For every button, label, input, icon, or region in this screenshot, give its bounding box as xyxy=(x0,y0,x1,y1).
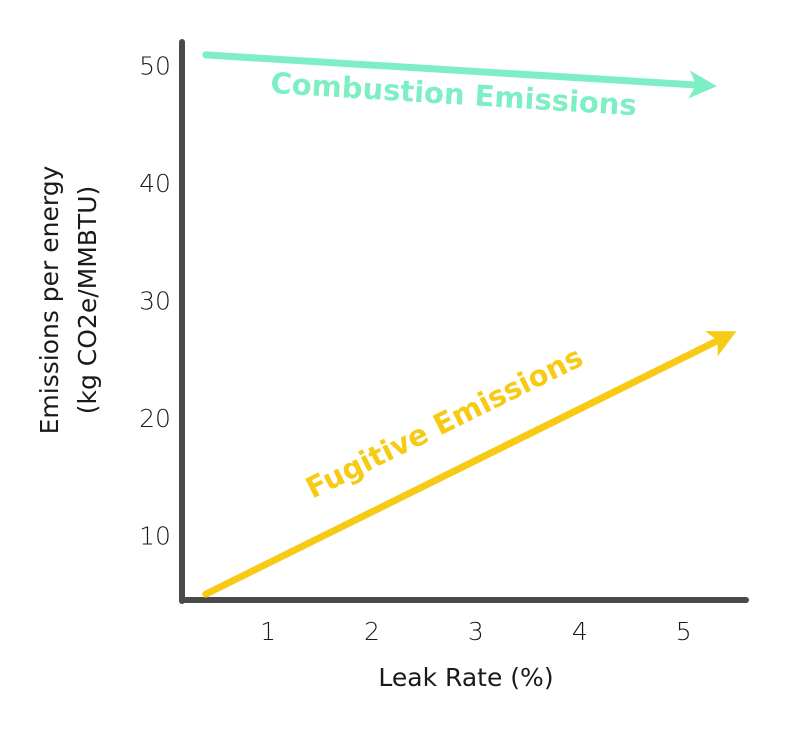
y-axis-title-line-1: Emissions per energy xyxy=(35,165,64,434)
x-tick-label: 5 xyxy=(676,617,692,646)
x-tick-label: 4 xyxy=(572,617,588,646)
combustion-emissions-line xyxy=(202,51,718,99)
y-tick-label: 50 xyxy=(139,51,171,80)
y-tick-label: 30 xyxy=(139,286,171,315)
combustion-emissions-label: Combustion Emissions xyxy=(270,66,638,122)
x-tick-label: 2 xyxy=(364,617,380,646)
fugitive-emissions-line xyxy=(202,331,737,598)
x-tick-labels: 1 2 3 4 5 xyxy=(260,617,691,646)
y-axis-title-line-2: (kg CO2e/MMBTU) xyxy=(73,186,102,415)
x-axis-title: Leak Rate (%) xyxy=(378,663,553,692)
x-tick-label: 3 xyxy=(468,617,484,646)
y-axis-title: Emissions per energy (kg CO2e/MMBTU) xyxy=(35,165,102,434)
y-tick-label: 40 xyxy=(139,169,171,198)
x-tick-label: 1 xyxy=(260,617,276,646)
y-tick-label: 20 xyxy=(139,404,171,433)
y-tick-labels: 10 20 30 40 50 xyxy=(139,51,171,550)
y-tick-label: 10 xyxy=(139,521,171,550)
